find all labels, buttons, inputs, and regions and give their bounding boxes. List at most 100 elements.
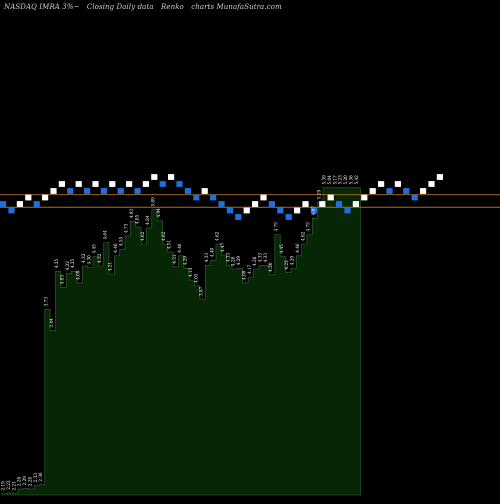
chart-title: NASDAQ IMRA 3%~ Closing Daily data Renko… (4, 3, 287, 11)
area-value-label: 4.29 (290, 256, 295, 266)
area-label-layer: 2.19 2.23 2.21 2.28 2.29 2.28 2.33 2.363.733.44… (1, 175, 359, 491)
renko-brick-down (159, 181, 166, 187)
renko-brick-down (285, 214, 292, 220)
area-value-label: 4.03 (60, 275, 65, 285)
area-value-label: 2.28 (17, 476, 22, 486)
renko-brick-down (403, 188, 410, 194)
area-value-label: 2.36 (38, 472, 43, 482)
title-source: charts MunafaSutra.com (191, 3, 282, 11)
renko-brick-up (436, 174, 443, 180)
area-value-label: 4.17 (247, 264, 252, 274)
area-value-label: 4.29 (183, 256, 188, 266)
renko-brick-up (75, 181, 82, 187)
area-value-label: 4.51 (167, 239, 172, 249)
renko-brick-down (33, 201, 40, 207)
renko-brick-up (361, 194, 368, 201)
renko-brick-down (344, 207, 351, 214)
renko-brick-up (16, 201, 23, 207)
renko-brick-down (386, 188, 393, 194)
area-value-label: 4.31 (172, 254, 177, 264)
area-value-label: 4.62 (215, 231, 220, 241)
renko-brick-up (378, 181, 385, 187)
area-value-label: 5.04 (327, 175, 332, 185)
area-value-label: 4.46 (177, 243, 182, 253)
area-value-label: 4.75 (306, 222, 311, 232)
area-value-label: 4.21 (108, 261, 113, 271)
area-layer (1, 187, 361, 496)
renko-brick-up (319, 201, 326, 207)
renko-brick-up (420, 188, 427, 194)
area-value-label: 2.23 (6, 480, 11, 490)
renko-brick-up (151, 174, 158, 180)
area-value-label: 4.62 (161, 231, 166, 241)
renko-brick-up (142, 181, 149, 187)
renko-brick-down (310, 207, 317, 214)
area-value-label: 2.28 (27, 476, 32, 486)
area-series (1, 187, 361, 496)
area-value-label: 4.20 (268, 262, 273, 272)
area-value-label: 4.32 (97, 253, 102, 263)
area-value-label: 4.62 (140, 231, 145, 241)
renko-brick-up (327, 194, 334, 201)
area-value-label: 2.33 (33, 473, 38, 483)
renko-brick-down (8, 207, 15, 214)
area-value-label: 4.73 (124, 223, 129, 233)
area-value-label: 4.45 (92, 244, 97, 254)
area-value-label: 4.62 (300, 231, 305, 241)
area-value-label: 4.28 (252, 256, 257, 266)
area-value-label: 4.23 (284, 260, 289, 270)
renko-brick-up (428, 181, 435, 187)
area-value-label: 4.33 (225, 253, 230, 263)
renko-brick-up (302, 201, 309, 207)
title-type: Renko (160, 3, 184, 11)
area-value-label: 5.17 (332, 175, 337, 185)
area-value-label: 5.39 (322, 175, 327, 185)
renko-brick-up (352, 201, 359, 207)
title-ticker: NASDAQ IMRA 3%~ (4, 3, 80, 11)
area-value-label: 4.85 (134, 214, 139, 224)
renko-brick-down (0, 201, 7, 207)
renko-brick-up (25, 194, 32, 201)
renko-brick-down (411, 194, 418, 201)
renko-brick-down (277, 207, 284, 214)
renko-brick-up (50, 188, 57, 194)
renko-brick-down (67, 188, 74, 194)
renko-brick-up (252, 201, 259, 207)
area-value-label: 4.75 (274, 222, 279, 232)
renko-brick-down (193, 194, 200, 201)
area-value-label: 4.84 (145, 215, 150, 225)
area-value-label: 5.19 (316, 190, 321, 200)
area-value-label: 4.64 (102, 230, 107, 240)
area-value-label: 4.22 (65, 261, 70, 271)
area-value-label: 3.87 (199, 286, 204, 296)
area-value-label: 4.32 (81, 253, 86, 263)
area-value-label: 5.20 (343, 175, 348, 185)
renko-brick-down (210, 194, 217, 201)
renko-brick-down (235, 214, 242, 220)
brick-layer (0, 174, 443, 220)
area-value-label: 4.33 (257, 253, 262, 263)
renko-brick-down (84, 188, 91, 194)
renko-brick-up (42, 194, 49, 201)
area-value-label: 4.25 (54, 259, 59, 269)
renko-brick-down (336, 201, 343, 207)
area-value-label: 4.40 (209, 248, 214, 258)
area-value-label: 4.45 (279, 244, 284, 254)
renko-brick-up (168, 174, 175, 180)
renko-brick-up (126, 181, 133, 187)
title-data: Closing Daily data (86, 3, 154, 11)
area-value-label: 4.94 (156, 208, 161, 218)
reference-line-layer (0, 194, 500, 208)
renko-brick-up (294, 207, 301, 214)
area-value-label: 4.93 (129, 209, 134, 219)
renko-brick-up (92, 181, 99, 187)
area-value-label: 4.13 (188, 267, 193, 277)
area-value-label: 4.33 (204, 253, 209, 263)
renko-brick-up (58, 181, 65, 187)
renko-brick-down (134, 188, 141, 194)
area-value-label: 4.05 (193, 273, 198, 283)
area-value-label: 2.29 (22, 476, 27, 486)
area-value-label: 4.47 (220, 242, 225, 252)
